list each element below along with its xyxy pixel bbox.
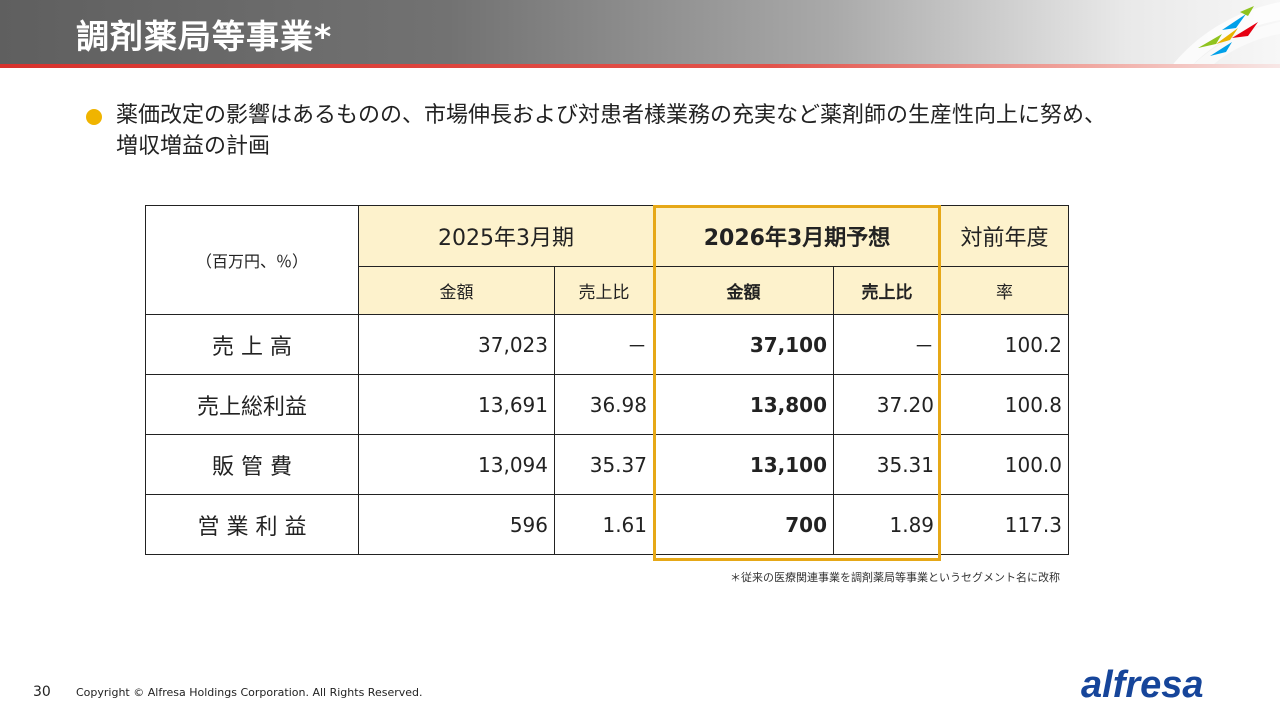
yoy-rate-cell: 117.3: [940, 494, 1070, 555]
slide-header-band: 調剤薬局等事業*: [0, 0, 1280, 68]
corporate-mark-icon: [1198, 6, 1258, 56]
yoy-rate-cell: 100.0: [940, 434, 1070, 495]
brand-logo: alfresa: [1081, 664, 1204, 706]
actual-ratio-cell: 1.61: [554, 494, 654, 555]
yoy-rate-cell: 100.2: [940, 314, 1070, 375]
units-label: （百万円、％）: [145, 205, 359, 315]
table-row: 売 上 高 37,023 － 37,100 － 100.2: [145, 314, 1070, 375]
actual-ratio-cell: －: [554, 314, 654, 375]
actual-amount-cell: 596: [358, 494, 555, 555]
forecast-ratio-cell: －: [832, 314, 942, 375]
actual-amount-cell: 37,023: [358, 314, 555, 375]
bullet-dot-icon: [86, 109, 102, 125]
row-label: 売 上 高: [145, 314, 359, 375]
segment-forecast-table: （百万円、％） 2025年3月期 2026年3月期予想 対前年度 金額 売上比 …: [145, 205, 1070, 555]
bullet-line-1: 薬価改定の影響はあるものの、市場伸長および対患者様業務の充実など薬剤師の生産性向…: [116, 103, 1107, 128]
forecast-ratio-cell: 1.89: [832, 494, 942, 555]
header-yoy: 対前年度: [940, 205, 1070, 267]
header-forecast-ratio: 売上比: [832, 266, 942, 315]
bullet-line-2: 増収増益の計画: [116, 134, 271, 159]
actual-amount-cell: 13,691: [358, 374, 555, 435]
header-rate: 率: [940, 266, 1070, 315]
forecast-amount-cell: 13,800: [653, 374, 834, 435]
forecast-ratio-cell: 35.31: [832, 434, 942, 495]
forecast-amount-cell: 700: [653, 494, 834, 555]
header-actual-amount: 金額: [358, 266, 555, 315]
header-accent-line: [0, 64, 1280, 68]
header-swoosh-decoration: [1170, 2, 1280, 68]
header-actual-ratio: 売上比: [554, 266, 654, 315]
slide-title: 調剤薬局等事業*: [76, 17, 333, 56]
forecast-ratio-cell: 37.20: [832, 374, 942, 435]
header-period-forecast: 2026年3月期予想: [652, 205, 942, 267]
row-label: 売上総利益: [145, 374, 359, 435]
actual-amount-cell: 13,094: [358, 434, 555, 495]
bullet-text: 薬価改定の影響はあるものの、市場伸長および対患者様業務の充実など薬剤師の生産性向…: [116, 100, 1236, 162]
actual-ratio-cell: 35.37: [554, 434, 654, 495]
table-header-row-2: 金額 売上比 金額 売上比 率: [146, 266, 1070, 315]
forecast-amount-cell: 13,100: [653, 434, 834, 495]
header-period-actual: 2025年3月期: [358, 205, 654, 267]
header-forecast-amount: 金額: [653, 266, 834, 315]
table-row: 販 管 費 13,094 35.37 13,100 35.31 100.0: [145, 434, 1070, 495]
page-number: 30: [33, 684, 51, 700]
yoy-rate-cell: 100.8: [940, 374, 1070, 435]
copyright-notice: Copyright © Alfresa Holdings Corporation…: [76, 686, 423, 699]
row-label: 販 管 費: [145, 434, 359, 495]
footnote: ＊従来の医療関連事業を調剤薬局等事業というセグメント名に改称: [730, 571, 1060, 584]
forecast-amount-cell: 37,100: [653, 314, 834, 375]
row-label: 営 業 利 益: [145, 494, 359, 555]
actual-ratio-cell: 36.98: [554, 374, 654, 435]
table-row: 営 業 利 益 596 1.61 700 1.89 117.3: [145, 494, 1070, 555]
table-header-row-1: （百万円、％） 2025年3月期 2026年3月期予想 対前年度: [145, 205, 1070, 315]
table-row: 売上総利益 13,691 36.98 13,800 37.20 100.8: [145, 374, 1070, 435]
